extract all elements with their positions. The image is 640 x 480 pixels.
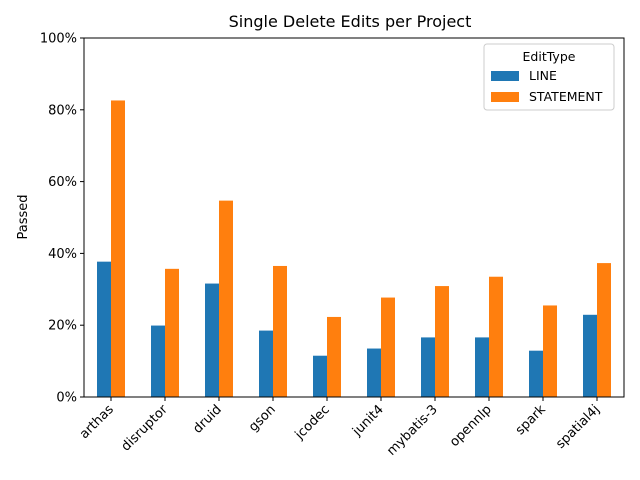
legend-title: EditType — [523, 49, 576, 64]
bar-statement-spatial4j — [597, 263, 611, 397]
bar-statement-junit4 — [381, 297, 395, 397]
bar-statement-druid — [219, 200, 233, 397]
bar-statement-disruptor — [165, 268, 179, 397]
bar-statement-jcodec — [327, 316, 341, 397]
bar-line-junit4 — [367, 348, 381, 397]
bar-line-mybatis-3 — [421, 337, 435, 397]
x-tick-label-jcodec: jcodec — [292, 402, 333, 443]
x-tick-label-disruptor: disruptor — [119, 402, 172, 455]
x-tick-label-spark: spark — [513, 402, 549, 438]
bar-line-spatial4j — [583, 314, 597, 397]
x-tick-label-junit4: junit4 — [349, 402, 387, 440]
y-tick-label: 40% — [48, 247, 77, 262]
x-tick-label-gson: gson — [246, 402, 279, 435]
bar-line-druid — [205, 283, 219, 397]
y-tick-label: 60% — [48, 175, 77, 190]
legend-label-line: LINE — [529, 68, 557, 83]
x-tick-label-druid: druid — [190, 402, 224, 436]
bar-line-disruptor — [151, 325, 165, 397]
bar-line-spark — [529, 350, 543, 397]
y-axis-label: Passed — [16, 194, 31, 239]
x-tick-label-spatial4j: spatial4j — [553, 402, 603, 452]
axes-frame — [83, 37, 625, 398]
x-tick-label-mybatis-3: mybatis-3 — [384, 402, 441, 459]
legend-label-statement: STATEMENT — [529, 89, 603, 104]
bar-statement-opennlp — [489, 276, 503, 397]
y-tick-label: 0% — [56, 391, 77, 406]
y-tick-label: 80% — [48, 103, 77, 118]
bar-line-gson — [259, 330, 273, 397]
y-tick-label: 20% — [48, 319, 77, 334]
x-tick-label-opennlp: opennlp — [447, 402, 495, 450]
bar-statement-mybatis-3 — [435, 286, 449, 397]
bar-statement-arthas — [111, 100, 125, 397]
bar-statement-gson — [273, 265, 287, 397]
chart-title: Single Delete Edits per Project — [229, 12, 472, 31]
bar-line-jcodec — [313, 355, 327, 397]
bar-line-arthas — [97, 261, 111, 397]
x-tick-label-arthas: arthas — [77, 402, 117, 442]
legend-swatch-line — [491, 71, 519, 81]
bar-line-opennlp — [475, 337, 489, 397]
legend-swatch-statement — [491, 92, 519, 102]
y-tick-label: 100% — [40, 32, 77, 47]
legend: EditType LINE STATEMENT — [483, 43, 615, 111]
bar-statement-spark — [543, 305, 557, 397]
